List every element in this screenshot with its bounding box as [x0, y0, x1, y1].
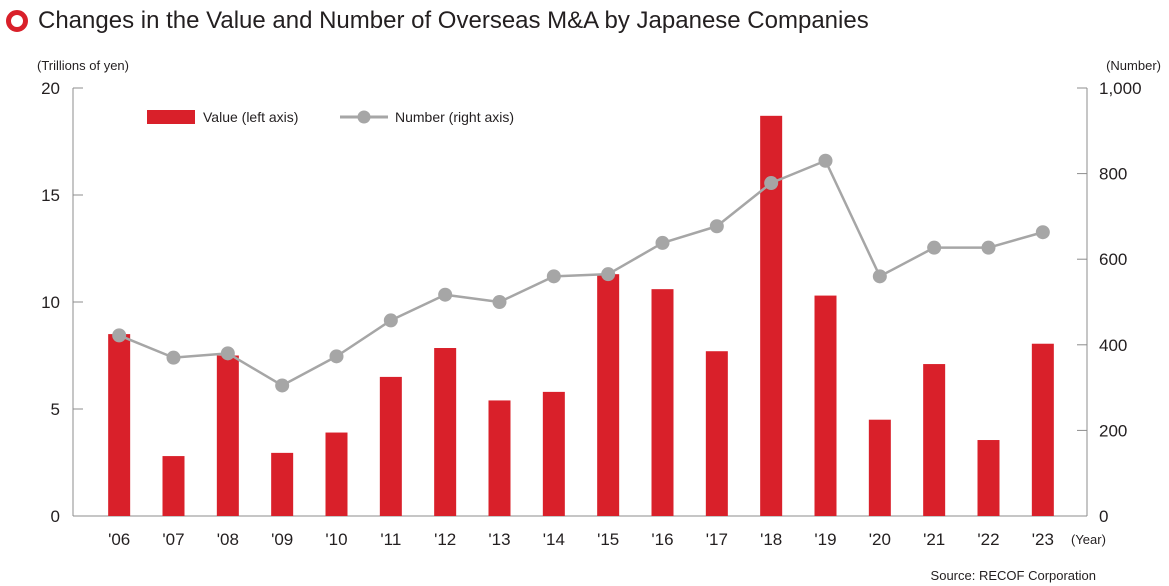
left-axis-tick-label: 0	[51, 507, 60, 526]
left-axis-tick-label: 20	[41, 79, 60, 98]
x-tick-label: '11	[380, 530, 401, 549]
x-tick-labels-group: '06 '07 '08 '09 '10 '11 '12 '13 '14 '15 '16 '17 '18 '…	[108, 530, 1054, 549]
value-bar	[977, 440, 1000, 516]
x-tick-label: '18	[760, 530, 782, 549]
right-axis-tick-label: 0	[1099, 507, 1108, 526]
x-tick-label: '17	[706, 530, 728, 549]
legend-value-swatch	[147, 110, 195, 124]
x-axis-label: (Year)	[1071, 532, 1106, 547]
value-bar	[216, 355, 239, 516]
left-axis-tick-label: 5	[51, 400, 60, 419]
value-bar	[1031, 343, 1054, 516]
number-point	[709, 219, 724, 234]
chart-title-row: Changes in the Value and Number of Overs…	[6, 4, 869, 38]
value-bar	[488, 400, 511, 516]
source-note: Source: RECOF Corporation	[931, 568, 1096, 583]
right-axis-tick-label: 400	[1099, 336, 1127, 355]
chart-title: Changes in the Value and Number of Overs…	[38, 7, 869, 34]
x-tick-label: '09	[271, 530, 293, 549]
value-bar	[868, 419, 891, 516]
value-bar	[597, 274, 620, 516]
x-tick-label: '14	[543, 530, 565, 549]
number-point	[601, 267, 616, 282]
number-point	[981, 240, 996, 255]
number-point	[166, 350, 181, 365]
value-bar	[705, 351, 728, 516]
value-bar	[434, 348, 457, 516]
x-tick-label: '08	[217, 530, 239, 549]
number-point	[1035, 225, 1050, 240]
x-tick-label: '21	[923, 530, 945, 549]
value-bar	[651, 289, 674, 516]
x-tick-label: '15	[597, 530, 619, 549]
left-axis-tick-label: 15	[41, 186, 60, 205]
x-tick-label: '23	[1032, 530, 1054, 549]
value-bar	[162, 456, 185, 516]
legend-number-marker	[357, 110, 371, 124]
value-bar	[923, 364, 946, 516]
x-tick-label: '20	[869, 530, 891, 549]
right-axis-tick-label: 600	[1099, 250, 1127, 269]
number-series-line	[118, 159, 1044, 387]
number-point	[818, 153, 833, 168]
number-point	[546, 269, 561, 284]
number-line-group	[112, 153, 1050, 393]
right-axis-tick-label: 200	[1099, 421, 1127, 440]
x-tick-label: '06	[108, 530, 130, 549]
x-tick-label: '19	[814, 530, 836, 549]
right-axis-tick-label: 800	[1099, 165, 1127, 184]
legend-value-label: Value (left axis)	[203, 109, 298, 125]
value-bar	[325, 432, 348, 516]
value-bar	[542, 391, 565, 516]
value-bar	[814, 295, 837, 516]
number-point	[275, 378, 290, 393]
number-point	[383, 313, 398, 328]
left-axis-label: (Trillions of yen)	[37, 58, 129, 73]
x-tick-label: '07	[162, 530, 184, 549]
x-tick-label: '10	[325, 530, 347, 549]
right-axis-tick-label: 1,000	[1099, 79, 1142, 98]
x-tick-label: '16	[651, 530, 673, 549]
value-bar	[760, 115, 783, 516]
number-point	[872, 269, 887, 284]
x-tick-label: '12	[434, 530, 456, 549]
title-circle-icon	[6, 10, 28, 32]
right-axis-label: (Number)	[1106, 58, 1161, 73]
number-point	[438, 287, 453, 302]
left-axis-tick-label: 10	[41, 293, 60, 312]
number-point	[329, 349, 344, 364]
value-bar	[271, 452, 294, 516]
number-point	[220, 346, 235, 361]
number-point	[655, 235, 670, 250]
value-bars-group	[108, 115, 1054, 516]
legend-number-label: Number (right axis)	[395, 109, 514, 125]
number-point	[492, 295, 507, 309]
value-bar	[379, 376, 402, 516]
number-point	[764, 176, 779, 191]
x-tick-label: '22	[977, 530, 999, 549]
number-point	[927, 240, 942, 255]
number-point	[112, 328, 127, 343]
value-bar	[108, 334, 131, 516]
x-tick-label: '13	[488, 530, 510, 549]
